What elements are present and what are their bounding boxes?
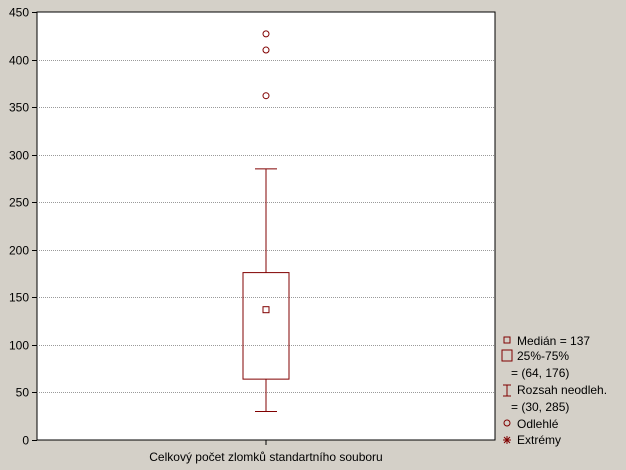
median-marker: [262, 306, 270, 314]
grid-lines: [37, 60, 495, 393]
y-tick-label: 50: [16, 386, 30, 400]
legend-box-marker: [501, 349, 513, 362]
legend: Medián = 137 25%-75% = (64, 176) Rozsah …: [501, 334, 607, 447]
y-tick-label: 450: [9, 6, 29, 20]
legend-extreme-label: Extrémy: [517, 433, 561, 447]
y-tick-label: 400: [9, 54, 29, 68]
box-plot-series: [242, 30, 290, 412]
legend-median-marker: [503, 336, 511, 344]
outlier-point: [262, 92, 270, 100]
legend-median-label: Medián = 137: [517, 334, 590, 348]
outlier-point: [262, 30, 270, 38]
y-tick-label: 250: [9, 196, 29, 210]
y-tick-label: 200: [9, 244, 29, 258]
legend-whisker-label: Rozsah neodleh.: [517, 383, 607, 397]
x-axis: Celkový počet zlomků standartního soubor…: [149, 440, 383, 464]
legend-extreme-marker: [503, 436, 511, 444]
legend-whisker-range: = (30, 285): [511, 400, 569, 414]
legend-whisker-marker: [503, 384, 511, 397]
y-tick-label: 350: [9, 101, 29, 115]
legend-outlier-label: Odlehlé: [517, 417, 559, 431]
legend-box-label: 25%-75%: [517, 349, 569, 363]
y-tick-label: 0: [22, 434, 29, 448]
outlier-point: [262, 46, 270, 54]
legend-box-range: = (64, 176): [511, 366, 569, 380]
interquartile-box: [242, 272, 290, 380]
x-axis-label: Celkový počet zlomků standartního soubor…: [149, 450, 382, 464]
y-tick-label: 100: [9, 339, 29, 353]
legend-outlier-marker: [503, 419, 511, 427]
y-tick-label: 300: [9, 149, 29, 163]
y-tick-label: 150: [9, 291, 29, 305]
y-axis-ticks: 0 50 100 150 200 250 300 350 400 450: [9, 6, 37, 448]
